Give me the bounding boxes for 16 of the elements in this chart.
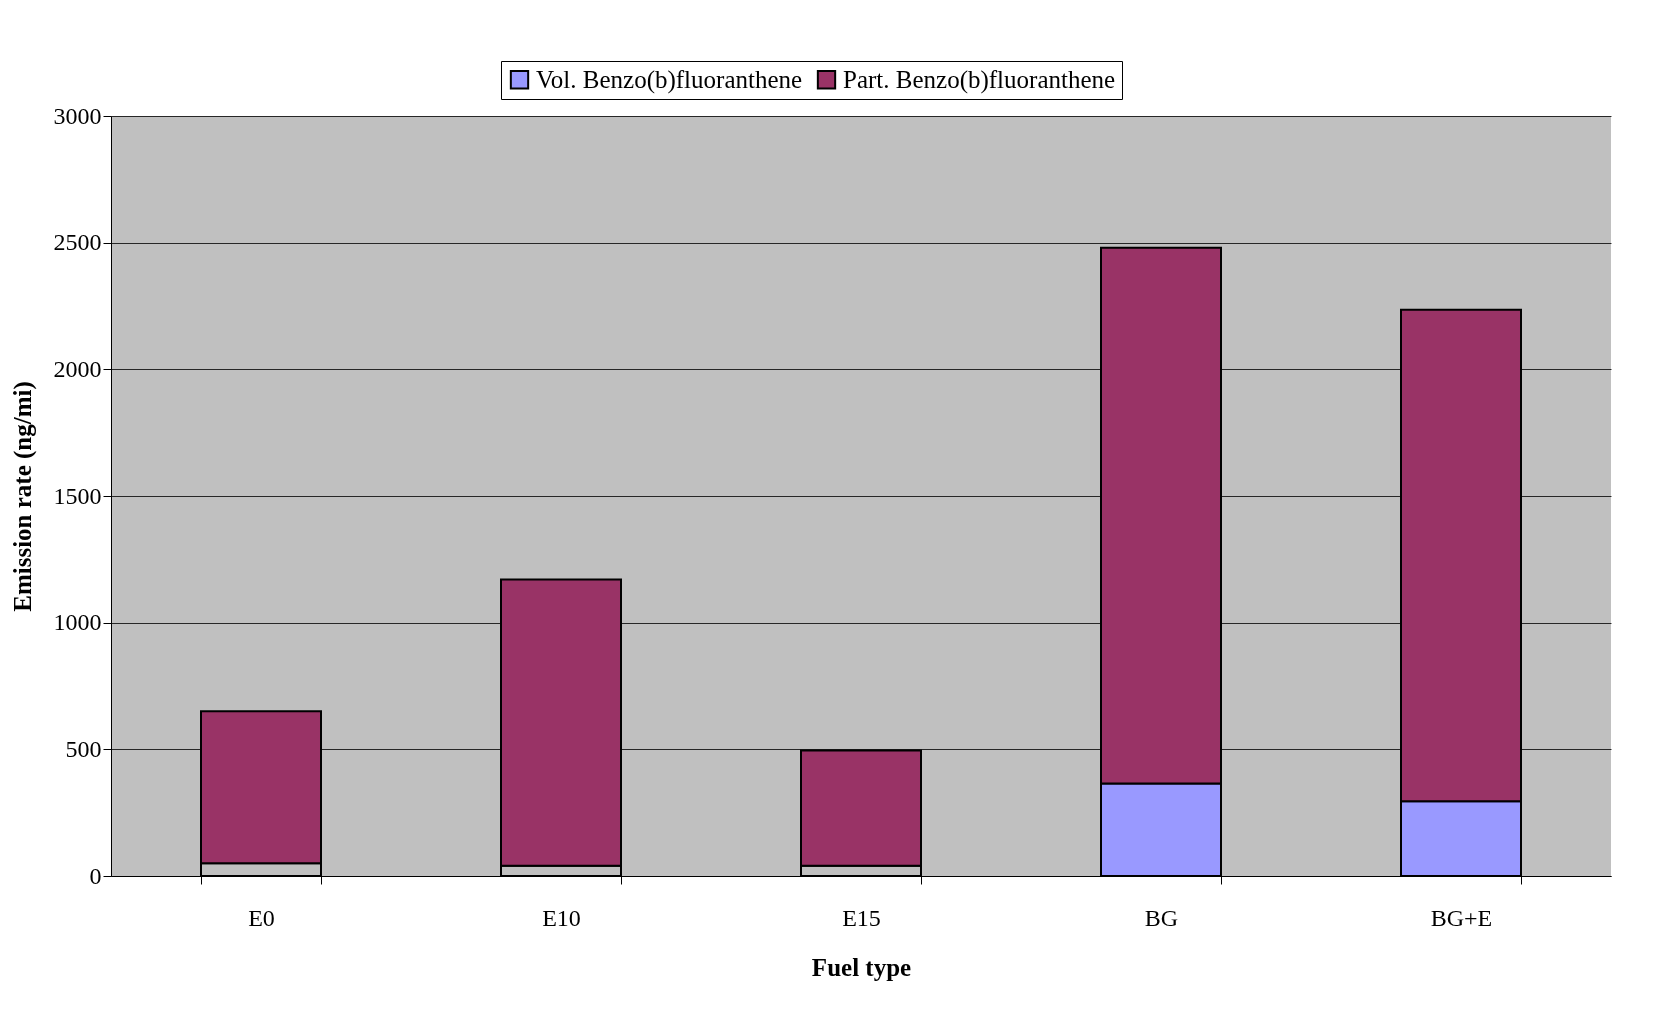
y-tick-label: 2000	[53, 355, 102, 382]
y-tick-label: 1000	[53, 609, 102, 636]
y-tick-label: 3000	[53, 102, 102, 129]
x-tick-label: BG	[1144, 904, 1179, 931]
x-tick-label: E0	[248, 904, 275, 931]
y-axis-title: Emission rate (ng/mi)	[8, 381, 37, 612]
x-tick-label: E10	[542, 904, 581, 931]
x-tick-label: BG+E	[1430, 904, 1493, 931]
y-tick-label: 500	[65, 735, 102, 762]
y-tick-label: 1500	[53, 482, 102, 509]
x-tick-label: E15	[842, 904, 881, 931]
y-tick-label: 2500	[53, 229, 102, 256]
y-tick-label: 0	[89, 862, 102, 889]
legend-label: Vol. Benzo(b)fluoranthene	[536, 65, 803, 94]
x-axis-title: Fuel type	[811, 953, 912, 981]
legend-label: Part. Benzo(b)fluoranthene	[843, 65, 1116, 94]
